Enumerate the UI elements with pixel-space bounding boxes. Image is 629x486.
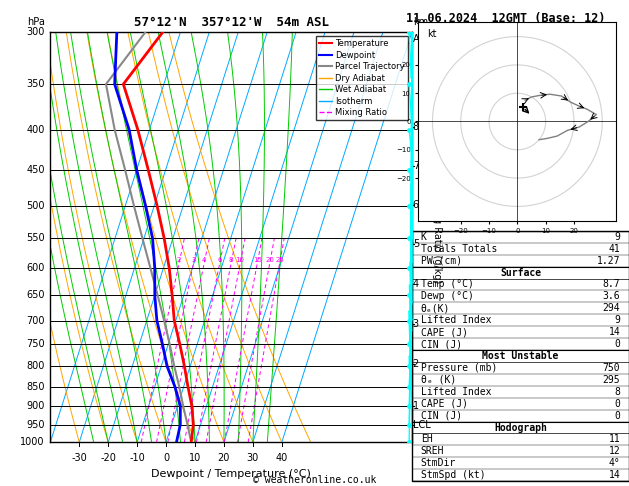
- Text: Totals Totals: Totals Totals: [421, 243, 497, 254]
- Text: Mixing Ratio (g/kg): Mixing Ratio (g/kg): [432, 191, 442, 283]
- Text: Lifted Index: Lifted Index: [421, 387, 491, 397]
- Text: 550: 550: [26, 233, 45, 243]
- Text: 2: 2: [177, 258, 181, 263]
- Legend: Temperature, Dewpoint, Parcel Trajectory, Dry Adiabat, Wet Adiabat, Isotherm, Mi: Temperature, Dewpoint, Parcel Trajectory…: [316, 36, 408, 121]
- Text: CIN (J): CIN (J): [421, 411, 462, 420]
- Text: 14: 14: [609, 327, 620, 337]
- Text: 750: 750: [26, 339, 45, 349]
- Text: 8.7: 8.7: [603, 279, 620, 290]
- Text: 6: 6: [218, 258, 222, 263]
- Text: 350: 350: [26, 79, 45, 89]
- Text: © weatheronline.co.uk: © weatheronline.co.uk: [253, 475, 376, 485]
- Text: 8: 8: [229, 258, 233, 263]
- Text: Temp (°C): Temp (°C): [421, 279, 474, 290]
- Text: Dewp (°C): Dewp (°C): [421, 292, 474, 301]
- Text: EH: EH: [421, 434, 432, 444]
- Text: SREH: SREH: [421, 446, 444, 456]
- Text: Surface: Surface: [500, 268, 541, 278]
- Text: 25: 25: [276, 258, 284, 263]
- Text: CAPE (J): CAPE (J): [421, 399, 468, 409]
- Text: 700: 700: [26, 315, 45, 326]
- Text: kt: kt: [426, 29, 437, 38]
- Text: 4: 4: [202, 258, 206, 263]
- Text: 1000: 1000: [20, 437, 45, 447]
- Text: 500: 500: [26, 201, 45, 211]
- Text: -20: -20: [100, 452, 116, 463]
- Text: θₑ (K): θₑ (K): [421, 375, 456, 385]
- Text: CAPE (J): CAPE (J): [421, 327, 468, 337]
- Text: 7: 7: [413, 161, 419, 171]
- Text: 14: 14: [609, 470, 620, 480]
- Text: 30: 30: [247, 452, 259, 463]
- Text: 900: 900: [26, 401, 45, 411]
- Text: 9: 9: [615, 315, 620, 325]
- Text: 41: 41: [609, 243, 620, 254]
- Text: 0: 0: [163, 452, 169, 463]
- Text: Hodograph: Hodograph: [494, 422, 547, 433]
- Text: 0: 0: [615, 411, 620, 420]
- Text: 1.27: 1.27: [597, 256, 620, 266]
- Text: 1: 1: [413, 401, 419, 411]
- Text: 3.6: 3.6: [603, 292, 620, 301]
- Text: hPa: hPa: [27, 17, 45, 28]
- Text: Dewpoint / Temperature (°C): Dewpoint / Temperature (°C): [151, 469, 311, 479]
- Text: 12: 12: [609, 446, 620, 456]
- Text: 950: 950: [26, 420, 45, 430]
- Text: Pressure (mb): Pressure (mb): [421, 363, 497, 373]
- Text: 600: 600: [26, 263, 45, 273]
- Text: 10: 10: [189, 452, 201, 463]
- Text: -30: -30: [71, 452, 87, 463]
- Text: 850: 850: [26, 382, 45, 392]
- Text: 9: 9: [615, 232, 620, 242]
- Text: PW (cm): PW (cm): [421, 256, 462, 266]
- Text: 8: 8: [615, 387, 620, 397]
- Text: 4: 4: [413, 278, 419, 289]
- Text: 40: 40: [276, 452, 288, 463]
- Text: 400: 400: [26, 125, 45, 135]
- Text: 20: 20: [218, 452, 230, 463]
- Text: 750: 750: [603, 363, 620, 373]
- Text: 650: 650: [26, 290, 45, 300]
- Title: 57°12'N  357°12'W  54m ASL: 57°12'N 357°12'W 54m ASL: [133, 16, 329, 29]
- Text: CIN (J): CIN (J): [421, 339, 462, 349]
- Text: Most Unstable: Most Unstable: [482, 351, 559, 361]
- Text: ASL: ASL: [413, 34, 431, 44]
- Text: 10: 10: [236, 258, 245, 263]
- Text: Lifted Index: Lifted Index: [421, 315, 491, 325]
- Text: km: km: [413, 17, 428, 28]
- Text: LCL: LCL: [413, 420, 430, 431]
- Text: StmDir: StmDir: [421, 458, 456, 469]
- Text: 450: 450: [26, 165, 45, 175]
- Text: 0: 0: [615, 399, 620, 409]
- Text: 3: 3: [191, 258, 196, 263]
- Text: 800: 800: [26, 361, 45, 371]
- Text: 15: 15: [253, 258, 262, 263]
- Text: 11: 11: [609, 434, 620, 444]
- Text: 5: 5: [413, 239, 419, 249]
- Text: 6: 6: [413, 200, 419, 210]
- Text: -10: -10: [129, 452, 145, 463]
- Text: K: K: [421, 232, 426, 242]
- Text: StmSpd (kt): StmSpd (kt): [421, 470, 486, 480]
- Text: 20: 20: [265, 258, 274, 263]
- Text: 4°: 4°: [609, 458, 620, 469]
- Text: 0: 0: [615, 339, 620, 349]
- Text: 300: 300: [26, 27, 45, 36]
- Text: 3: 3: [413, 318, 419, 329]
- Text: θₑ(K): θₑ(K): [421, 303, 450, 313]
- Text: 294: 294: [603, 303, 620, 313]
- Text: 295: 295: [603, 375, 620, 385]
- Text: 11.06.2024  12GMT (Base: 12): 11.06.2024 12GMT (Base: 12): [406, 12, 605, 25]
- Text: 8: 8: [413, 122, 419, 132]
- Text: 2: 2: [413, 359, 419, 369]
